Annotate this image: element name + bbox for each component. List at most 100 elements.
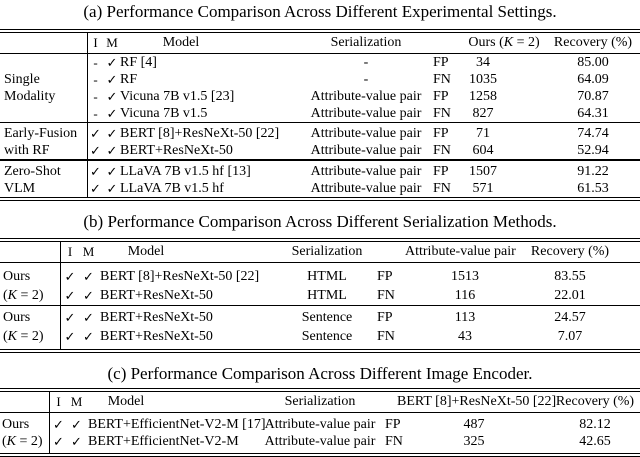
m-flag-cell: ✓	[106, 143, 118, 159]
serialization-value: -	[363, 72, 369, 88]
table-row: Ours ✓ ✓ BERT [8]+ResNeXt-50 [22] HTML F…	[0, 267, 640, 286]
m-flag-cell: ✓	[106, 163, 118, 179]
header-model: Model	[162, 35, 200, 50]
table-row: (K = 2) ✓ ✓ BERT+EfficientNet-V2-M Attri…	[0, 433, 640, 450]
fpfn-label: FN	[433, 180, 451, 196]
model-name: BERT+ResNeXt-50	[120, 143, 233, 159]
i-flag-cell: ✓	[64, 288, 76, 304]
column-divider	[49, 392, 51, 454]
model-name: LLaVA 7B v1.5 hf [13]	[120, 163, 251, 179]
recovery-value: 22.01	[554, 288, 586, 304]
header-serialization: Serialization	[284, 394, 356, 409]
table-double-rule	[0, 29, 640, 33]
header-recovery: Recovery (%)	[553, 35, 633, 50]
fpfn-label: FP	[433, 55, 449, 71]
table-row: Early-Fusion ✓ ✓ BERT [8]+ResNeXt-50 [22…	[0, 125, 640, 142]
fpfn-label: FP	[377, 310, 393, 326]
serialization-value: Attribute-value pair	[310, 126, 422, 142]
i-flag-cell: ✓	[64, 310, 76, 326]
serialization-value: Attribute-value pair	[310, 106, 422, 122]
header-i: I	[93, 35, 98, 50]
table-rule	[0, 305, 640, 307]
table-row: Ours ✓ ✓ BERT+ResNeXt-50 Sentence FP 113…	[0, 308, 640, 327]
header-count-part: = 2)	[513, 35, 540, 50]
fpfn-label: FP	[433, 126, 449, 142]
recovery-value: 83.55	[554, 269, 586, 285]
serialization-value: Attribute-value pair	[310, 180, 422, 196]
header-model: Model	[127, 244, 165, 259]
group-label-k: K	[7, 329, 18, 345]
serialization-value: Attribute-value pair	[310, 163, 422, 179]
model-name: BERT+ResNeXt-50	[100, 310, 213, 326]
group-label: Ours	[3, 269, 31, 285]
i-flag-cell: ✓	[90, 163, 101, 179]
recovery-value: 74.74	[577, 126, 609, 142]
header-model: Model	[107, 394, 145, 409]
fpfn-label: FN	[433, 72, 451, 88]
table-header-row: I M Model Serialization Ours (K = 2) Rec…	[0, 33, 640, 53]
group-label: Modality	[4, 89, 56, 105]
serialization-value: Sentence	[301, 310, 353, 326]
recovery-value: 91.22	[577, 163, 609, 179]
table-caption-c: (c) Performance Comparison Across Differ…	[107, 364, 533, 383]
m-flag-cell: ✓	[106, 106, 118, 122]
header-recovery: Recovery (%)	[555, 394, 635, 409]
i-flag-cell: -	[93, 106, 98, 122]
table-row: (K = 2) ✓ ✓ BERT+ResNeXt-50 Sentence FN …	[0, 327, 640, 346]
header-count: Attribute-value pair	[405, 244, 516, 259]
table-row: Single - ✓ RF - FN 1035 64.09	[0, 71, 640, 88]
fpfn-label: FN	[433, 143, 451, 159]
group-label-part: (	[2, 434, 7, 450]
header-m: M	[106, 35, 118, 50]
table-rule	[0, 122, 640, 124]
table-rule	[0, 53, 640, 55]
table-header-row: I M Model Serialization Attribute-value …	[0, 242, 640, 262]
recovery-value: 61.53	[577, 180, 609, 196]
model-name: BERT+EfficientNet-V2-M [17]	[88, 417, 266, 433]
table-double-rule	[0, 196, 640, 201]
header-m: M	[70, 394, 83, 409]
table-c: I M Model Serialization BERT [8]+ResNeXt…	[0, 388, 640, 457]
i-flag-cell: -	[93, 55, 98, 71]
count-value: 43	[458, 329, 472, 345]
model-name: Vicuna 7B v1.5	[120, 106, 208, 122]
recovery-value: 82.12	[579, 417, 611, 433]
i-flag-cell: -	[93, 89, 98, 105]
header-count: Ours (K = 2)	[455, 33, 553, 53]
fpfn-label: FP	[377, 269, 393, 285]
fpfn-label: FN	[385, 434, 403, 450]
group-label: VLM	[4, 180, 36, 196]
m-flag-cell: ✓	[106, 180, 118, 196]
header-recovery: Recovery (%)	[530, 244, 610, 259]
count-value: 604	[472, 143, 494, 159]
table-rule	[0, 262, 640, 264]
i-flag-cell: ✓	[53, 417, 64, 433]
group-label-part: (	[3, 329, 8, 345]
fpfn-label: FN	[377, 288, 395, 304]
table-rule	[0, 159, 640, 161]
m-flag-cell: ✓	[106, 55, 118, 71]
count-value: 1513	[451, 269, 479, 285]
serialization-value: Attribute-value pair	[310, 143, 422, 159]
fpfn-label: FN	[377, 329, 395, 345]
count-value: 1507	[469, 163, 497, 179]
recovery-value: 7.07	[557, 329, 583, 345]
i-flag-cell: ✓	[64, 329, 76, 345]
m-flag-cell: ✓	[83, 329, 94, 345]
table-c-body: I M Model Serialization BERT [8]+ResNeXt…	[0, 392, 640, 454]
group-label: with RF	[4, 143, 50, 159]
recovery-value: 85.00	[577, 55, 609, 71]
m-flag-cell: ✓	[106, 89, 118, 105]
group-label: (K = 2)	[3, 327, 44, 346]
group-label-part: (	[3, 288, 8, 304]
recovery-value: 42.65	[579, 434, 611, 450]
header-count-k: K	[503, 35, 514, 50]
column-divider	[60, 242, 62, 350]
table-a: I M Model Serialization Ours (K = 2) Rec…	[0, 29, 640, 201]
group-label: (K = 2)	[3, 286, 44, 305]
m-flag-cell: ✓	[106, 126, 118, 142]
header-m: M	[82, 244, 95, 259]
column-divider	[87, 33, 89, 197]
model-name: RF	[120, 72, 138, 88]
